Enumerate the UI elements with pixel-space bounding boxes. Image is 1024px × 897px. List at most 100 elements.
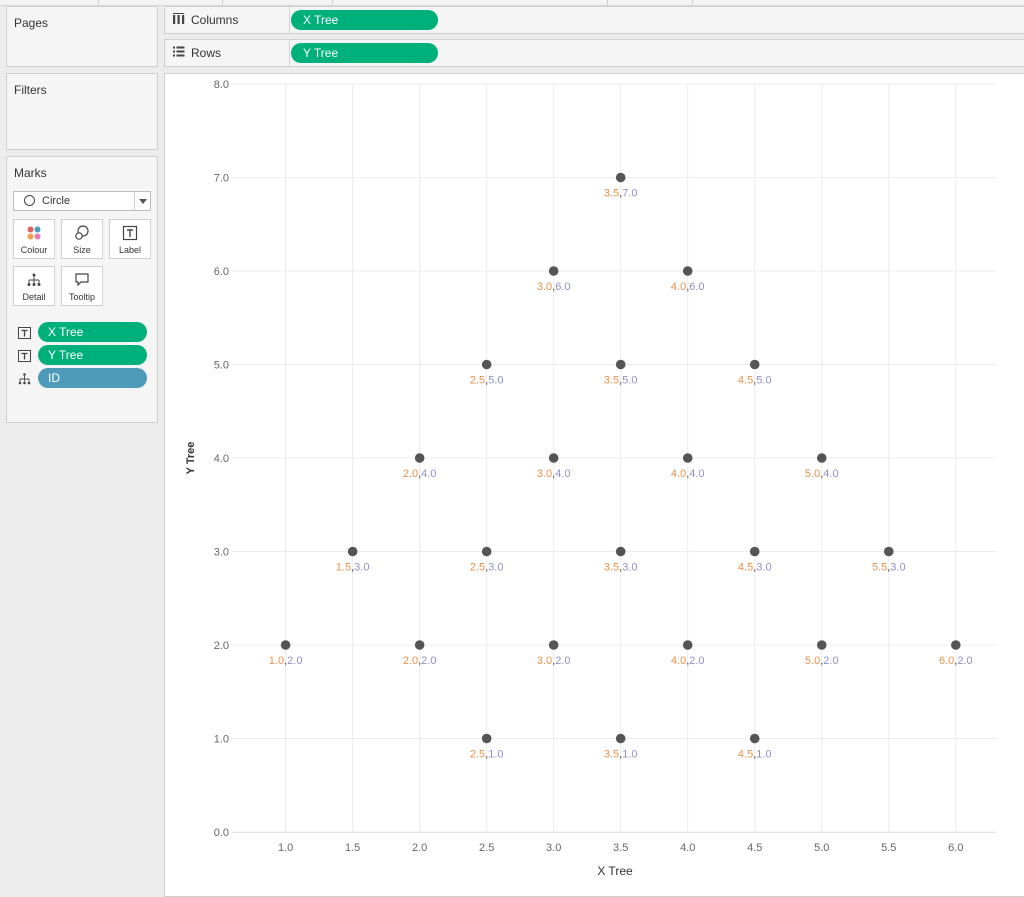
data-point[interactable] xyxy=(280,640,291,650)
data-point[interactable] xyxy=(615,733,626,744)
x-axis-title: X Tree xyxy=(597,864,633,878)
rows-y-tree-pill[interactable]: Y Tree xyxy=(291,43,438,63)
data-label-y: 4.0 xyxy=(823,468,838,480)
data-point[interactable] xyxy=(548,266,559,276)
data-point[interactable] xyxy=(682,266,693,276)
colour-icon xyxy=(14,225,54,241)
data-label-y: 7.0 xyxy=(622,188,637,200)
data-label: 5.0,2.0 xyxy=(805,655,839,667)
data-point[interactable] xyxy=(682,453,693,463)
columns-shelf[interactable]: Columns X Tree xyxy=(164,6,1024,34)
data-point[interactable] xyxy=(481,546,492,557)
pages-card[interactable]: Pages xyxy=(6,6,158,67)
data-point[interactable] xyxy=(749,546,760,557)
data-point[interactable] xyxy=(682,640,693,650)
data-point[interactable] xyxy=(950,640,961,650)
y-tick-label: 6.0 xyxy=(214,266,229,278)
mark-type-dropdown[interactable]: Circle xyxy=(13,191,151,211)
data-label: 4.5,5.0 xyxy=(738,375,772,387)
colour-button[interactable]: Colour xyxy=(13,219,55,259)
data-label-y: 1.0 xyxy=(488,749,503,761)
shelf-divider xyxy=(289,40,290,66)
data-label-separator: , xyxy=(485,562,488,574)
label-icon xyxy=(18,349,31,362)
data-label-x: 5.0 xyxy=(805,468,820,480)
filters-card[interactable]: Filters xyxy=(6,73,158,150)
x-tick-label: 2.0 xyxy=(412,842,427,854)
x-tree-pill[interactable]: X Tree xyxy=(38,322,147,342)
data-label: 1.5,3.0 xyxy=(336,562,370,574)
data-label: 4.0,2.0 xyxy=(671,655,705,667)
data-label-y: 2.0 xyxy=(287,655,302,667)
data-point[interactable] xyxy=(816,453,827,463)
data-point[interactable] xyxy=(481,733,492,744)
data-label: 2.5,3.0 xyxy=(470,562,504,574)
data-point[interactable] xyxy=(548,453,559,463)
marks-title: Marks xyxy=(14,166,47,180)
rows-shelf-label: Rows xyxy=(173,46,221,60)
data-label-separator: , xyxy=(418,468,421,480)
view-pane[interactable] xyxy=(164,73,1024,897)
columns-shelf-label: Columns xyxy=(173,13,238,27)
label-icon xyxy=(18,326,31,339)
data-point[interactable] xyxy=(615,172,626,183)
data-label-y: 3.0 xyxy=(622,562,637,574)
data-label-x: 3.0 xyxy=(537,655,552,667)
data-point[interactable] xyxy=(615,546,626,557)
colour-label: Colour xyxy=(20,245,48,255)
data-label-x: 4.5 xyxy=(738,749,753,761)
data-label-y: 4.0 xyxy=(421,468,436,480)
label-button[interactable]: Label xyxy=(109,219,151,259)
size-button[interactable]: Size xyxy=(61,219,103,259)
id-pill[interactable]: ID xyxy=(38,368,147,388)
columns-label: Columns xyxy=(191,13,239,27)
data-label-x: 2.5 xyxy=(470,562,485,574)
data-point[interactable] xyxy=(749,359,760,370)
filters-title: Filters xyxy=(14,83,47,97)
data-point[interactable] xyxy=(414,640,425,650)
data-point[interactable] xyxy=(414,453,425,463)
x-tick-label: 3.0 xyxy=(546,842,561,854)
data-point[interactable] xyxy=(615,359,626,370)
data-label-x: 3.5 xyxy=(604,562,619,574)
detail-button[interactable]: Detail xyxy=(13,266,55,306)
y-tick-label: 8.0 xyxy=(214,79,229,91)
data-label: 3.0,2.0 xyxy=(537,655,571,667)
mark-type-value: Circle xyxy=(42,195,71,207)
data-label-y: 3.0 xyxy=(354,562,369,574)
y-tick-label: 7.0 xyxy=(214,173,229,185)
data-label-y: 5.0 xyxy=(622,375,637,387)
data-label-separator: , xyxy=(485,749,488,761)
x-tick-label: 3.5 xyxy=(613,842,628,854)
data-label-separator: , xyxy=(619,188,622,200)
data-label: 4.0,4.0 xyxy=(671,468,705,480)
data-label-x: 3.5 xyxy=(604,375,619,387)
shelf-divider xyxy=(289,7,290,33)
data-label: 1.0,2.0 xyxy=(269,655,303,667)
data-label-y: 3.0 xyxy=(488,562,503,574)
data-point[interactable] xyxy=(548,640,559,650)
data-point[interactable] xyxy=(347,546,358,557)
x-tick-label: 1.5 xyxy=(345,842,360,854)
columns-x-tree-pill[interactable]: X Tree xyxy=(291,10,438,30)
data-label-x: 2.0 xyxy=(403,655,418,667)
data-point[interactable] xyxy=(816,640,827,650)
data-point[interactable] xyxy=(883,546,894,557)
x-tick-label: 4.5 xyxy=(747,842,762,854)
tab-divider xyxy=(222,0,223,5)
data-label: 2.5,5.0 xyxy=(470,375,504,387)
data-label-x: 2.0 xyxy=(403,468,418,480)
data-label: 3.0,6.0 xyxy=(537,281,571,293)
y-tree-pill[interactable]: Y Tree xyxy=(38,345,147,365)
tooltip-icon xyxy=(62,272,102,288)
rows-shelf[interactable]: Rows Y Tree xyxy=(164,39,1024,67)
data-label-y: 2.0 xyxy=(823,655,838,667)
data-point[interactable] xyxy=(749,733,760,744)
data-label-separator: , xyxy=(619,375,622,387)
y-tick-label: 1.0 xyxy=(214,734,229,746)
data-label-separator: , xyxy=(820,655,823,667)
tooltip-button[interactable]: Tooltip xyxy=(61,266,103,306)
data-points xyxy=(280,172,961,744)
data-point[interactable] xyxy=(481,359,492,370)
